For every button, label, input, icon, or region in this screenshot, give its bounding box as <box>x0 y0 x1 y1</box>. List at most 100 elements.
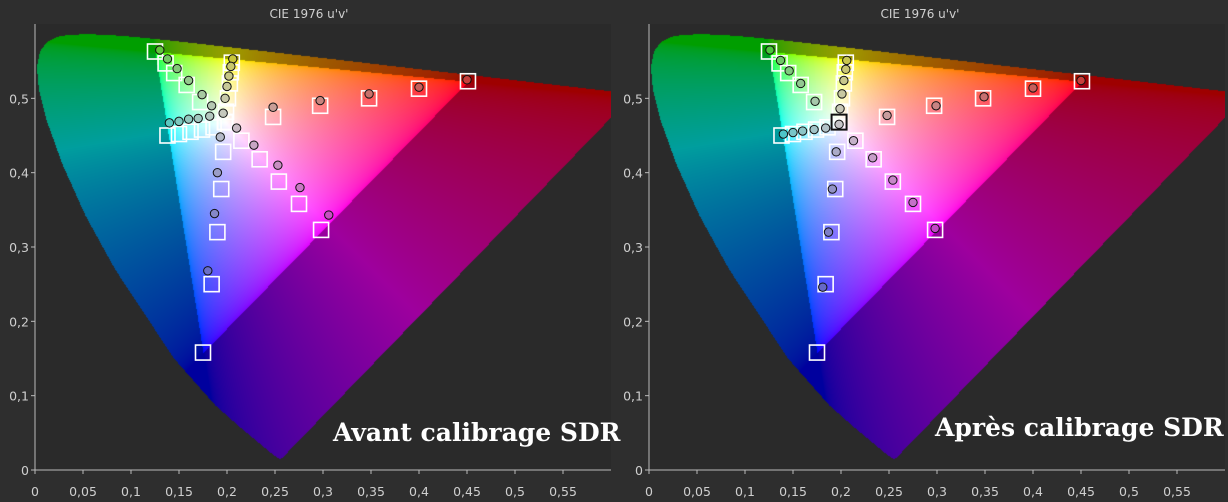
y-tick-label: 0,4 <box>9 166 29 181</box>
chart-title-right: CIE 1976 u'v' <box>880 7 960 21</box>
target-square-marker <box>214 143 232 161</box>
y-tick-label: 0,5 <box>623 91 643 106</box>
target-square-marker <box>819 119 836 136</box>
x-tick-label: 0 <box>31 484 39 499</box>
measured-circle-marker <box>315 95 325 106</box>
x-tick-label: 0,35 <box>971 484 999 499</box>
x-tick-label: 0,55 <box>1163 484 1191 499</box>
cie-chart-before: 0 0,05 0,1 0,15 0,2 0,25 0,3 0,35 0,4 0,45 0,5 0,55… <box>9 24 611 499</box>
target-square-marker <box>926 221 944 239</box>
y-tick-label: 0,2 <box>9 314 29 329</box>
measured-circle-marker <box>848 136 859 146</box>
measured-circle-marker <box>164 118 175 128</box>
x-tick-label: 0,25 <box>261 484 289 499</box>
measured-circle-marker <box>220 93 230 104</box>
x-tick-label: 0,05 <box>69 484 97 499</box>
measured-circle-marker <box>218 108 228 118</box>
measured-circle-marker <box>882 110 892 121</box>
measured-circle-marker <box>823 227 834 237</box>
measured-circle-marker <box>930 223 940 234</box>
measured-circle-marker <box>183 114 194 124</box>
measured-circle-marker <box>979 92 989 102</box>
target-square-marker <box>209 223 226 241</box>
target-square-marker <box>1024 80 1042 97</box>
measured-circle-marker <box>222 81 232 92</box>
y-tick-label: 0,1 <box>9 389 29 404</box>
measured-circle-marker <box>831 147 841 157</box>
measured-circle-marker <box>931 101 941 111</box>
y-tick-label: 0,3 <box>623 240 643 255</box>
cie-chart-after: 0 0,05 0,1 0,15 0,2 0,25 0,3 0,35 0,4 0,45 0,5 0,55… <box>623 24 1225 499</box>
measured-circle-marker <box>197 89 207 100</box>
target-square-marker <box>878 108 896 126</box>
x-tick-label: 0,15 <box>779 484 807 499</box>
x-tick-label: 0,05 <box>683 484 711 499</box>
measured-circle-marker <box>203 266 213 276</box>
y-tick-label: 0 <box>21 463 29 478</box>
target-square-marker <box>212 180 230 198</box>
target-square-marker <box>1073 72 1091 90</box>
measured-circle-marker <box>835 104 845 114</box>
measured-circle-marker <box>268 102 278 112</box>
measured-circle-marker <box>206 101 217 111</box>
y-tick-label: 0,5 <box>9 91 29 106</box>
measured-circle-marker <box>842 55 852 66</box>
measured-circle-marker <box>226 61 236 72</box>
measured-circle-marker <box>778 129 789 139</box>
measured-circle-marker <box>867 153 878 163</box>
measured-circle-marker <box>249 140 259 150</box>
measured-circle-marker <box>809 124 819 135</box>
measured-circle-marker <box>215 132 225 142</box>
measured-circle-marker <box>839 75 849 86</box>
y-tick-label: 0,3 <box>9 240 29 255</box>
target-square-marker <box>974 90 992 107</box>
x-tick-label: 0,5 <box>505 484 525 499</box>
measured-circle-marker <box>172 63 182 74</box>
measured-circle-marker <box>834 119 844 130</box>
measured-circle-marker <box>212 167 223 178</box>
target-square-marker <box>205 119 222 136</box>
y-tick-label: 0,1 <box>623 389 643 404</box>
x-tick-label: 0,15 <box>165 484 193 499</box>
measured-circle-marker <box>908 197 918 208</box>
target-square-marker <box>159 127 176 144</box>
target-square-marker <box>817 275 834 293</box>
measured-circle-marker <box>810 96 820 107</box>
cie-diagram <box>35 24 611 470</box>
x-tick-label: 0,25 <box>875 484 903 499</box>
measured-circle-marker <box>841 64 851 75</box>
measured-circle-marker <box>162 54 173 64</box>
measured-circle-marker <box>795 78 806 89</box>
measured-circle-marker <box>209 208 220 219</box>
measured-circle-marker <box>784 66 794 76</box>
target-square-marker <box>904 195 922 213</box>
x-tick-label: 0,2 <box>831 484 851 499</box>
target-square-marker <box>217 103 235 121</box>
x-tick-label: 0,35 <box>357 484 385 499</box>
target-square-marker <box>170 125 188 143</box>
target-square-marker <box>194 344 212 361</box>
measured-circle-marker <box>414 82 424 92</box>
target-square-marker <box>251 150 268 168</box>
target-square-marker <box>233 132 250 150</box>
target-square-marker <box>925 97 943 115</box>
measured-circle-marker <box>797 126 808 136</box>
target-square-marker <box>760 43 778 60</box>
x-tick-label: 0,4 <box>409 484 429 499</box>
target-square-marker <box>312 221 330 239</box>
target-square-marker <box>884 173 902 190</box>
measured-circle-marker <box>1028 83 1038 93</box>
measured-circle-marker <box>231 123 242 133</box>
measured-circle-marker <box>193 113 203 124</box>
x-tick-label: 0 <box>645 484 653 499</box>
measured-circle-marker <box>205 111 215 121</box>
measured-circle-marker <box>765 45 775 55</box>
measured-circle-marker <box>827 184 838 194</box>
target-square-marker <box>459 72 477 90</box>
y-tick-label: 0 <box>635 463 643 478</box>
target-square-marker <box>805 93 823 111</box>
target-square-marker <box>792 76 809 94</box>
measured-circle-marker <box>788 127 798 138</box>
x-tick-label: 0,1 <box>735 484 755 499</box>
measured-circle-marker <box>775 55 786 66</box>
